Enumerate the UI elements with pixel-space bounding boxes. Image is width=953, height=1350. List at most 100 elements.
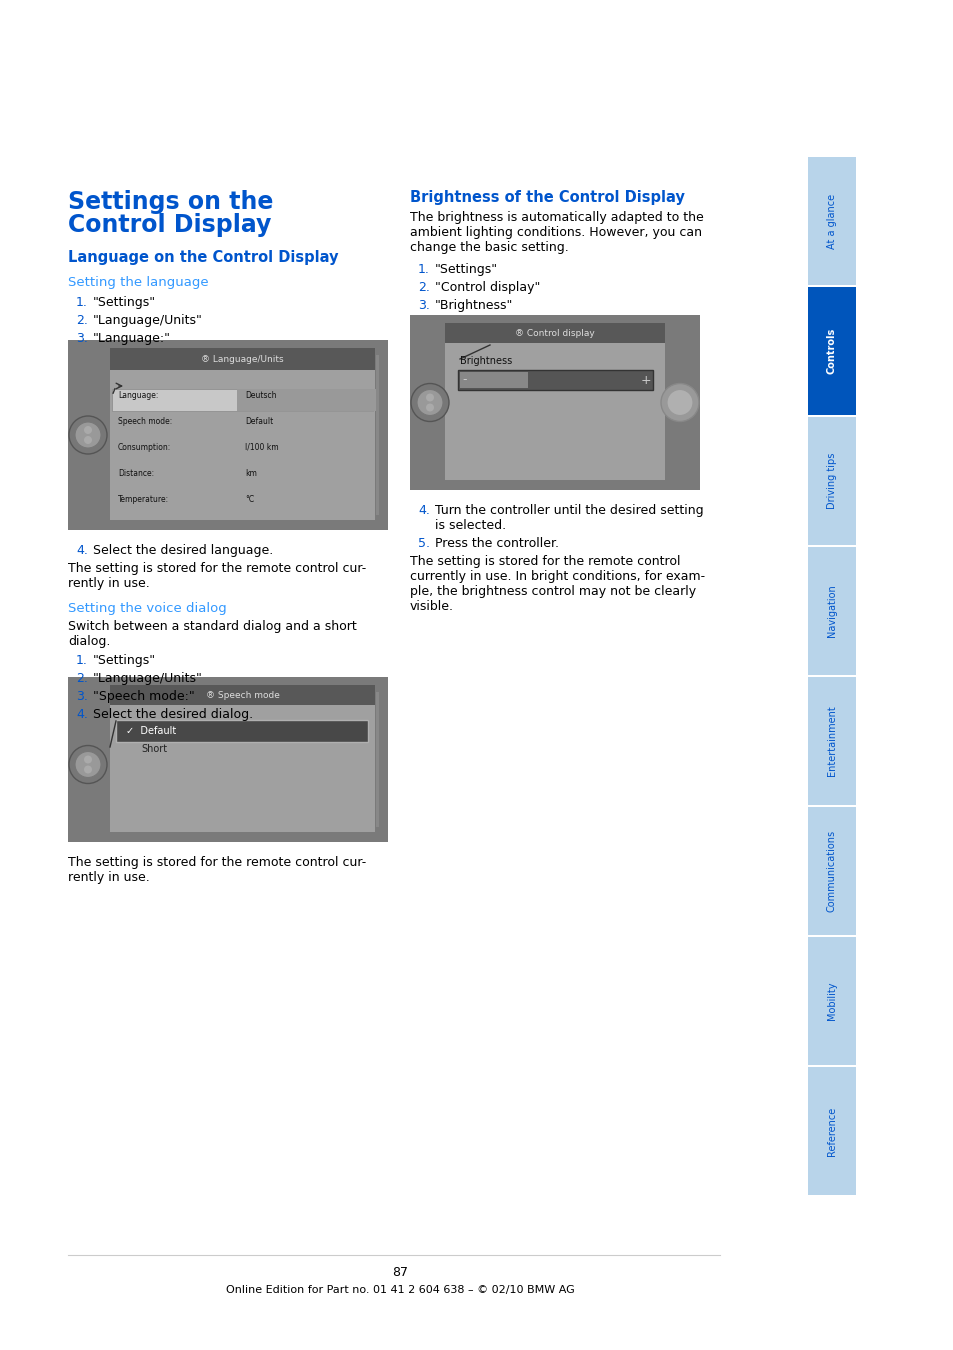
Bar <box>459 373 528 387</box>
Text: ® Speech mode: ® Speech mode <box>205 690 279 699</box>
Text: 4.: 4. <box>417 504 430 517</box>
Text: km: km <box>245 468 256 478</box>
Bar <box>444 323 664 343</box>
Text: Deutsch: Deutsch <box>245 390 276 400</box>
Text: Press the controller.: Press the controller. <box>435 537 558 549</box>
Text: 2.: 2. <box>76 315 88 327</box>
Bar <box>807 417 855 545</box>
Text: "Language/Units": "Language/Units" <box>92 315 203 327</box>
Text: 3.: 3. <box>76 332 88 346</box>
Text: 1.: 1. <box>76 653 88 667</box>
Text: -: - <box>461 374 466 386</box>
Bar <box>110 350 375 520</box>
Bar <box>807 807 855 936</box>
Text: Language:: Language: <box>118 390 158 400</box>
Text: rently in use.: rently in use. <box>68 576 150 590</box>
Circle shape <box>84 756 91 764</box>
Bar <box>457 370 652 390</box>
Circle shape <box>416 390 442 416</box>
Circle shape <box>660 383 699 421</box>
Text: Turn the controller until the desired setting: Turn the controller until the desired se… <box>435 504 703 517</box>
Bar <box>410 315 700 490</box>
Text: Select the desired language.: Select the desired language. <box>92 544 273 558</box>
Text: Select the desired dialog.: Select the desired dialog. <box>92 707 253 721</box>
Text: ® Language/Units: ® Language/Units <box>201 355 283 363</box>
Text: Mobility: Mobility <box>826 981 836 1021</box>
Text: The setting is stored for the remote control: The setting is stored for the remote con… <box>410 555 679 568</box>
Text: 2.: 2. <box>76 672 88 684</box>
Text: Settings on the: Settings on the <box>68 190 274 215</box>
Bar <box>807 288 855 414</box>
Circle shape <box>84 765 91 774</box>
Bar <box>807 937 855 1065</box>
Text: 4.: 4. <box>76 707 88 721</box>
Text: Distance:: Distance: <box>118 468 154 478</box>
Text: "Language/Units": "Language/Units" <box>92 672 203 684</box>
Circle shape <box>75 752 101 778</box>
Circle shape <box>426 393 434 401</box>
Bar <box>444 325 664 481</box>
Text: Consumption:: Consumption: <box>118 443 172 451</box>
Bar <box>110 348 375 370</box>
Text: Online Edition for Part no. 01 41 2 604 638 – © 02/10 BMW AG: Online Edition for Part no. 01 41 2 604 … <box>226 1285 574 1295</box>
Bar <box>68 340 388 531</box>
Text: °C: °C <box>245 494 253 504</box>
Bar <box>807 547 855 675</box>
Circle shape <box>411 383 449 421</box>
Text: Speech mode:: Speech mode: <box>118 417 172 425</box>
Text: Temperature:: Temperature: <box>118 494 169 504</box>
Text: change the basic setting.: change the basic setting. <box>410 242 568 254</box>
Text: visible.: visible. <box>410 599 454 613</box>
Circle shape <box>426 404 434 412</box>
Circle shape <box>84 436 91 444</box>
Text: Short: Short <box>141 744 167 755</box>
Text: The setting is stored for the remote control cur-: The setting is stored for the remote con… <box>68 562 366 575</box>
Text: "Brightness": "Brightness" <box>435 298 513 312</box>
Text: At a glance: At a glance <box>826 193 836 248</box>
Circle shape <box>69 416 107 454</box>
Text: The setting is stored for the remote control cur-: The setting is stored for the remote con… <box>68 856 366 869</box>
Text: Default: Default <box>245 417 273 425</box>
Text: ® Control display: ® Control display <box>515 328 595 338</box>
Text: Brightness: Brightness <box>459 356 512 366</box>
Text: Language on the Control Display: Language on the Control Display <box>68 250 338 265</box>
Text: rently in use.: rently in use. <box>68 871 150 884</box>
Circle shape <box>84 427 91 433</box>
Text: "Settings": "Settings" <box>92 653 156 667</box>
Bar <box>375 693 378 828</box>
Text: 3.: 3. <box>76 690 88 703</box>
Bar <box>236 389 377 410</box>
Text: ple, the brightness control may not be clearly: ple, the brightness control may not be c… <box>410 585 696 598</box>
Bar <box>807 676 855 805</box>
Text: 4.: 4. <box>76 544 88 558</box>
Bar <box>375 355 378 514</box>
Text: Entertainment: Entertainment <box>826 706 836 776</box>
Text: dialog.: dialog. <box>68 634 111 648</box>
Circle shape <box>69 745 107 783</box>
Text: Brightness of the Control Display: Brightness of the Control Display <box>410 190 684 205</box>
Text: "Language:": "Language:" <box>92 332 171 346</box>
Text: currently in use. In bright conditions, for exam-: currently in use. In bright conditions, … <box>410 570 704 583</box>
Text: Communications: Communications <box>826 830 836 913</box>
Bar <box>110 684 375 705</box>
Bar <box>116 720 368 743</box>
Text: 3.: 3. <box>417 298 430 312</box>
Text: "Settings": "Settings" <box>92 296 156 309</box>
Text: Driving tips: Driving tips <box>826 452 836 509</box>
Bar <box>112 389 373 410</box>
Text: "Speech mode:": "Speech mode:" <box>92 690 194 703</box>
Text: Controls: Controls <box>826 328 836 374</box>
Text: 5.: 5. <box>417 537 430 549</box>
Text: l/100 km: l/100 km <box>245 443 278 451</box>
Bar <box>68 676 388 842</box>
Text: "Control display": "Control display" <box>435 281 539 294</box>
Circle shape <box>75 423 101 448</box>
Text: 1.: 1. <box>76 296 88 309</box>
Text: ✓  Default: ✓ Default <box>126 726 176 736</box>
Text: "Settings": "Settings" <box>435 263 497 275</box>
Bar <box>110 687 375 832</box>
Text: 1.: 1. <box>417 263 430 275</box>
Text: 87: 87 <box>392 1265 408 1278</box>
Text: Setting the language: Setting the language <box>68 275 209 289</box>
Text: +: + <box>640 374 651 386</box>
